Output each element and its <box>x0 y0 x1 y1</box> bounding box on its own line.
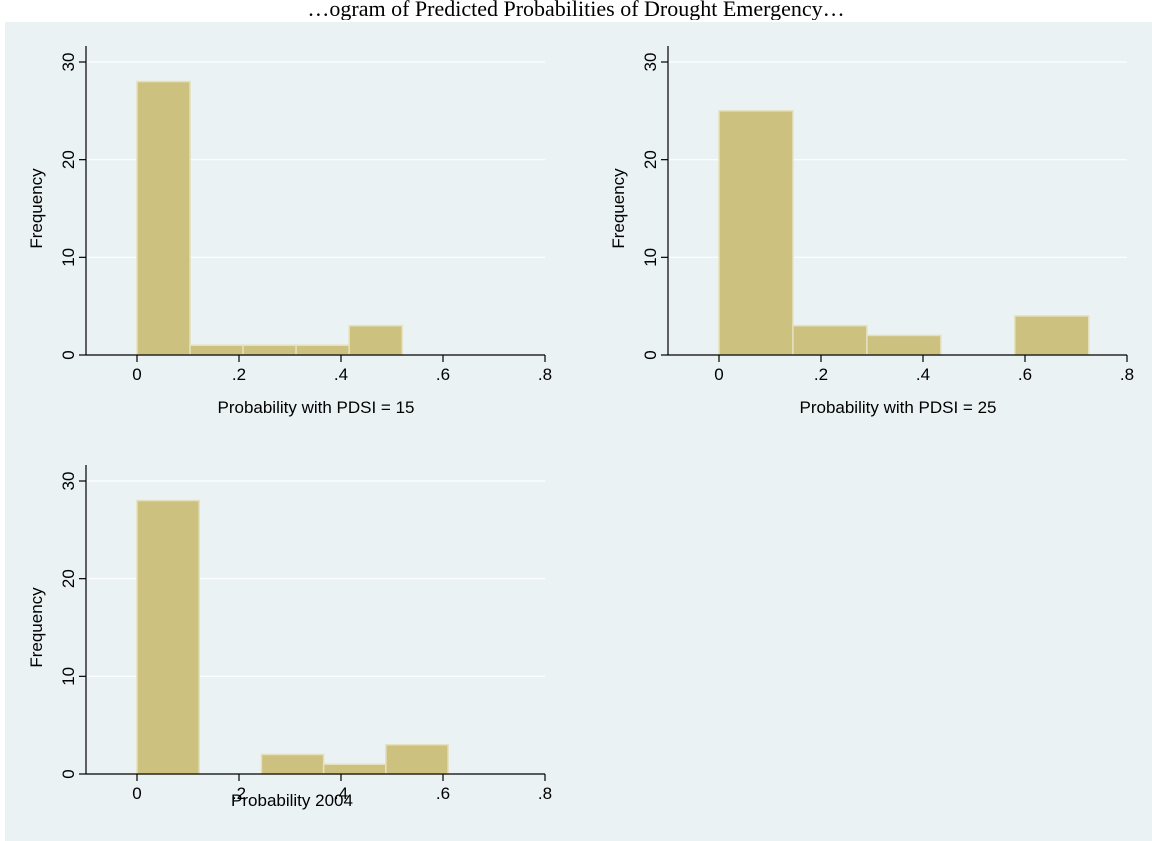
y-tick-label: 10 <box>641 248 660 267</box>
y-tick-label: 0 <box>641 350 660 359</box>
x-tick-label: 0 <box>132 784 141 803</box>
x-tick-label: .6 <box>436 365 450 384</box>
y-axis-title: Frequency <box>27 168 46 249</box>
x-tick-label: .6 <box>436 784 450 803</box>
x-tick-label: .4 <box>334 784 348 803</box>
y-axis-title: Frequency <box>27 587 46 668</box>
histogram-bar <box>385 743 449 775</box>
histogram-bar <box>718 110 794 356</box>
x-tick-label: .2 <box>232 365 246 384</box>
y-tick-label: 30 <box>59 472 78 491</box>
histogram-bar <box>260 753 325 775</box>
y-tick-label: 0 <box>59 350 78 359</box>
x-tick-label: .8 <box>538 365 552 384</box>
histogram-bar <box>136 80 191 356</box>
x-tick-label: .4 <box>916 365 930 384</box>
y-tick-label: 10 <box>59 248 78 267</box>
x-tick-label: 0 <box>714 365 723 384</box>
figure-title: …ogram of Predicted Probabilities of Dro… <box>307 0 845 20</box>
x-axis-title: Probability 2004 <box>231 791 353 810</box>
x-tick-label: .4 <box>334 365 348 384</box>
x-tick-label: .2 <box>232 784 246 803</box>
y-tick-label: 10 <box>59 667 78 686</box>
y-tick-label: 20 <box>59 569 78 588</box>
x-tick-label: .8 <box>1120 365 1134 384</box>
histogram-bar <box>136 499 200 775</box>
histogram-bar <box>322 763 387 775</box>
x-tick-label: .8 <box>538 784 552 803</box>
y-tick-label: 20 <box>641 150 660 169</box>
x-axis-title: Probability with PDSI = 15 <box>217 398 414 417</box>
x-axis-title: Probability with PDSI = 25 <box>799 398 996 417</box>
y-tick-label: 30 <box>59 53 78 72</box>
y-tick-label: 20 <box>59 150 78 169</box>
x-tick-label: 0 <box>132 365 141 384</box>
x-tick-label: .2 <box>814 365 828 384</box>
y-tick-label: 30 <box>641 53 660 72</box>
x-tick-label: .6 <box>1018 365 1032 384</box>
y-tick-label: 0 <box>59 769 78 778</box>
histogram-bar <box>1014 315 1090 356</box>
y-axis-title: Frequency <box>609 168 628 249</box>
